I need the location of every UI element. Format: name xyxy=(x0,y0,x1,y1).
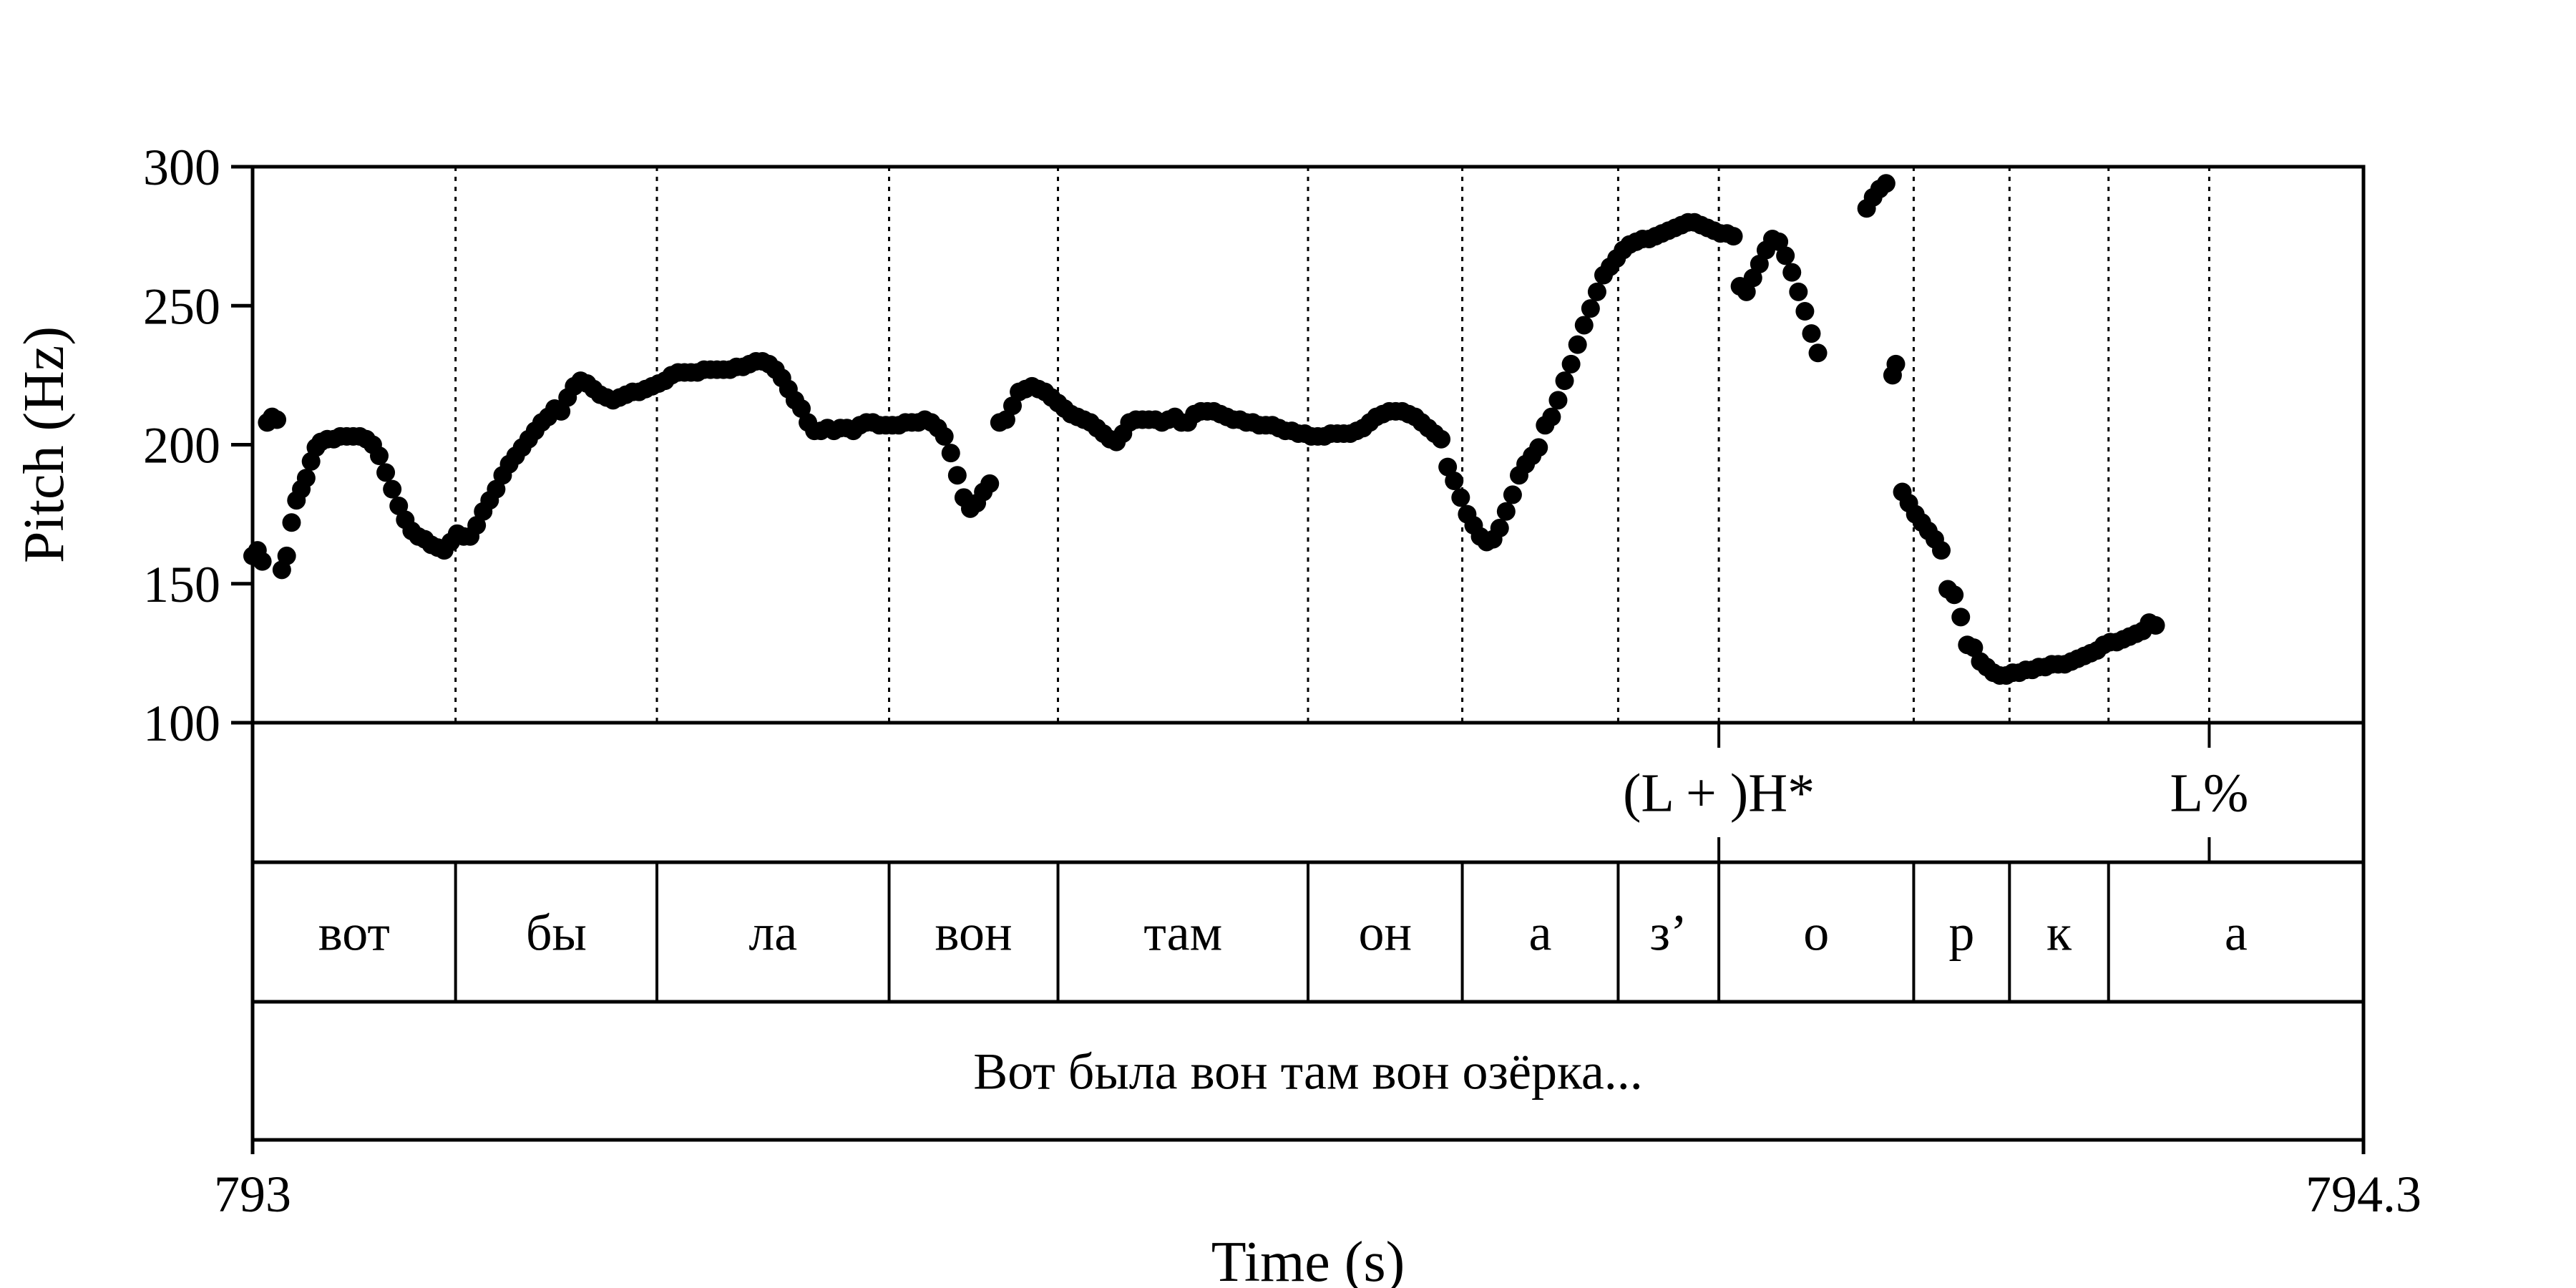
y-axis-title: Pitch (Hz) xyxy=(13,326,76,563)
pitch-point xyxy=(1886,354,1906,374)
pitch-point xyxy=(996,410,1015,429)
pitch-point xyxy=(1451,488,1470,507)
pitch-point xyxy=(980,474,1000,493)
plot-border xyxy=(250,165,2366,1142)
pitch-point xyxy=(1945,585,1964,605)
pitch-point xyxy=(1782,263,1802,282)
x-tick-label: 793 xyxy=(214,1166,291,1223)
segment-label: вот xyxy=(318,904,390,962)
pitch-point xyxy=(1795,302,1815,321)
pitch-point xyxy=(1743,268,1762,288)
pitch-point xyxy=(1802,324,1821,343)
pitch-point xyxy=(1568,335,1587,354)
pitch-point xyxy=(1003,396,1022,416)
pitch-point xyxy=(370,447,389,466)
pitch-point xyxy=(389,496,409,515)
pitch-point xyxy=(1496,502,1516,521)
y-tick-label: 150 xyxy=(143,556,220,613)
pitch-point xyxy=(1581,299,1600,318)
x-axis: 793 794.3 xyxy=(214,1140,2421,1223)
x-tick-label: 794.3 xyxy=(2306,1166,2421,1223)
pitch-point xyxy=(1750,254,1769,273)
pitch-point xyxy=(1724,227,1743,246)
pitch-point xyxy=(1876,174,1896,193)
segment-label: ла xyxy=(748,904,797,962)
boundary-lines xyxy=(454,167,2210,723)
pitch-point xyxy=(1529,438,1548,457)
pitch-point xyxy=(941,444,960,463)
pitch-point xyxy=(296,469,316,488)
pitch-point xyxy=(1587,282,1606,301)
pitch-point xyxy=(1574,316,1594,335)
pitch-point xyxy=(552,401,571,421)
pitch-point xyxy=(467,516,487,535)
segment-label: з’ xyxy=(1650,904,1687,962)
pitch-point xyxy=(383,479,402,499)
pitch-point xyxy=(1776,246,1795,265)
sentence-label: Вот была вон там вон озёрка... xyxy=(973,1043,1643,1101)
pitch-point xyxy=(487,479,506,499)
segment-label: к xyxy=(2046,904,2072,962)
pitch-point xyxy=(1555,371,1574,391)
pitch-point xyxy=(1548,391,1568,410)
pitch-point xyxy=(1932,541,1951,560)
pitch-point xyxy=(282,513,301,532)
pitch-point xyxy=(1542,407,1561,426)
y-tick-label: 200 xyxy=(143,417,220,474)
pitch-point xyxy=(1432,429,1451,449)
pitch-point xyxy=(1737,282,1756,301)
pitch-point xyxy=(376,463,396,482)
segment-label: бы xyxy=(526,904,587,962)
pitch-point xyxy=(935,426,954,446)
pitch-point xyxy=(1770,232,1789,251)
tone-label: (L + )H* xyxy=(1623,763,1815,824)
y-tick-label: 100 xyxy=(143,695,220,752)
sentence-tier: Вот была вон там вон озёрка... xyxy=(973,1043,1643,1101)
pitch-point xyxy=(1503,485,1522,504)
pitch-point xyxy=(277,546,296,565)
y-tick-label: 250 xyxy=(143,278,220,335)
y-axis: 100 150 200 250 300 xyxy=(143,139,253,752)
pitch-point xyxy=(792,399,811,418)
pitch-point xyxy=(1445,472,1464,491)
pitch-point xyxy=(1808,343,1828,363)
pitch-point xyxy=(1490,519,1509,538)
y-tick-label: 300 xyxy=(143,139,220,196)
pitch-points xyxy=(243,174,2165,685)
pitch-point xyxy=(1561,354,1581,374)
segment-label: там xyxy=(1143,904,1222,962)
segment-tier: вот бы ла вон там он а з’ о р к а xyxy=(318,862,2248,1002)
segment-label: он xyxy=(1359,904,1413,962)
pitch-point xyxy=(947,466,967,485)
pitch-point xyxy=(1951,608,1971,627)
tone-tier: (L + )H* L% xyxy=(1623,723,2248,862)
pitch-point xyxy=(1438,457,1458,477)
segment-label: а xyxy=(1529,904,1552,962)
pitch-point xyxy=(1964,638,1984,658)
pitch-point xyxy=(2146,616,2165,635)
pitch-point xyxy=(253,552,272,571)
pitch-point xyxy=(1789,282,1808,301)
x-axis-title: Time (s) xyxy=(1211,1231,1405,1288)
tone-label: L% xyxy=(2170,763,2249,824)
segment-label: а xyxy=(2225,904,2248,962)
pitch-point xyxy=(268,410,287,429)
segment-label: о xyxy=(1803,904,1829,962)
segment-label: р xyxy=(1948,904,1974,962)
segment-label: вон xyxy=(935,904,1013,962)
